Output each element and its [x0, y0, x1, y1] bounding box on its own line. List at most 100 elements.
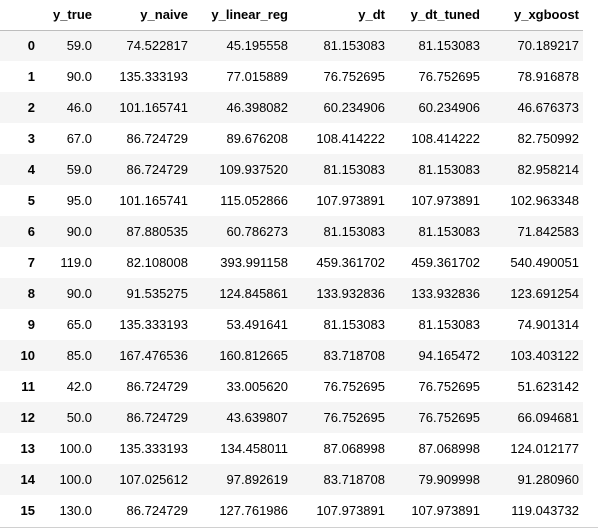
cell-y-dt-tuned: 76.752695: [389, 402, 484, 433]
row-index: 6: [0, 216, 39, 247]
cell-y-dt: 87.068998: [292, 433, 389, 464]
cell-y-naive: 86.724729: [96, 495, 192, 526]
cell-y-xgboost: 91.280960: [484, 464, 583, 495]
cell-y-naive: 135.333193: [96, 309, 192, 340]
cell-y-linear-reg: 89.676208: [192, 123, 292, 154]
cell-y-dt-tuned: 81.153083: [389, 30, 484, 61]
cell-y-xgboost: 78.916878: [484, 61, 583, 92]
cell-y-naive: 135.333193: [96, 61, 192, 92]
cell-y-true: 67.0: [39, 123, 96, 154]
cell-y-linear-reg: 33.005620: [192, 371, 292, 402]
cell-y-dt: 81.153083: [292, 309, 389, 340]
cell-y-dt: 81.153083: [292, 216, 389, 247]
dataframe-table: y_true y_naive y_linear_reg y_dt y_dt_tu…: [0, 0, 583, 526]
cell-y-naive: 74.522817: [96, 30, 192, 61]
cell-y-xgboost: 82.958214: [484, 154, 583, 185]
cell-y-dt: 133.932836: [292, 278, 389, 309]
table-row: 4 59.0 86.724729 109.937520 81.153083 81.1530…: [0, 154, 583, 185]
cell-y-xgboost: 124.012177: [484, 433, 583, 464]
table-row: 14 100.0 107.025612 97.892619 83.718708 79.90…: [0, 464, 583, 495]
cell-y-dt: 108.414222: [292, 123, 389, 154]
table-row: 5 95.0 101.165741 115.052866 107.973891 107.9…: [0, 185, 583, 216]
cell-y-naive: 101.165741: [96, 185, 192, 216]
cell-y-xgboost: 66.094681: [484, 402, 583, 433]
cell-y-true: 100.0: [39, 433, 96, 464]
column-header-y-naive: y_naive: [96, 0, 192, 30]
row-index: 1: [0, 61, 39, 92]
cell-y-dt-tuned: 81.153083: [389, 216, 484, 247]
table-row: 15 130.0 86.724729 127.761986 107.973891 107.…: [0, 495, 583, 526]
cell-y-naive: 107.025612: [96, 464, 192, 495]
cell-y-dt: 459.361702: [292, 247, 389, 278]
cell-y-naive: 86.724729: [96, 154, 192, 185]
cell-y-dt: 107.973891: [292, 495, 389, 526]
cell-y-naive: 87.880535: [96, 216, 192, 247]
header-row: y_true y_naive y_linear_reg y_dt y_dt_tu…: [0, 0, 583, 30]
cell-y-linear-reg: 60.786273: [192, 216, 292, 247]
cell-y-dt: 107.973891: [292, 185, 389, 216]
cell-y-naive: 86.724729: [96, 402, 192, 433]
table-body: 0 59.0 74.522817 45.195558 81.153083 81.15308…: [0, 30, 583, 526]
cell-y-xgboost: 119.043732: [484, 495, 583, 526]
table-row: 6 90.0 87.880535 60.786273 81.153083 81.15308…: [0, 216, 583, 247]
cell-y-true: 65.0: [39, 309, 96, 340]
cell-y-dt-tuned: 76.752695: [389, 371, 484, 402]
cell-y-dt-tuned: 87.068998: [389, 433, 484, 464]
cell-y-xgboost: 70.189217: [484, 30, 583, 61]
row-index: 13: [0, 433, 39, 464]
cell-y-linear-reg: 53.491641: [192, 309, 292, 340]
cell-y-xgboost: 74.901314: [484, 309, 583, 340]
cell-y-dt: 76.752695: [292, 61, 389, 92]
cell-y-dt: 76.752695: [292, 402, 389, 433]
row-index: 14: [0, 464, 39, 495]
table-row: 0 59.0 74.522817 45.195558 81.153083 81.15308…: [0, 30, 583, 61]
cell-y-xgboost: 123.691254: [484, 278, 583, 309]
cell-y-dt-tuned: 79.909998: [389, 464, 484, 495]
cell-y-true: 100.0: [39, 464, 96, 495]
cell-y-linear-reg: 160.812665: [192, 340, 292, 371]
cell-y-dt-tuned: 81.153083: [389, 309, 484, 340]
cell-y-dt: 83.718708: [292, 464, 389, 495]
cell-y-dt-tuned: 107.973891: [389, 495, 484, 526]
cell-y-dt-tuned: 76.752695: [389, 61, 484, 92]
table-row: 2 46.0 101.165741 46.398082 60.234906 60.2349…: [0, 92, 583, 123]
column-header-y-linear-reg: y_linear_reg: [192, 0, 292, 30]
cell-y-xgboost: 540.490051: [484, 247, 583, 278]
table-row: 3 67.0 86.724729 89.676208 108.414222 108.414…: [0, 123, 583, 154]
table-row: 13 100.0 135.333193 134.458011 87.068998 87.0…: [0, 433, 583, 464]
bottom-divider: [0, 527, 598, 528]
cell-y-xgboost: 103.403122: [484, 340, 583, 371]
cell-y-true: 90.0: [39, 216, 96, 247]
table-row: 7 119.0 82.108008 393.991158 459.361702 459.3…: [0, 247, 583, 278]
cell-y-linear-reg: 97.892619: [192, 464, 292, 495]
row-index: 10: [0, 340, 39, 371]
cell-y-naive: 135.333193: [96, 433, 192, 464]
cell-y-true: 90.0: [39, 61, 96, 92]
row-index: 7: [0, 247, 39, 278]
cell-y-xgboost: 51.623142: [484, 371, 583, 402]
cell-y-linear-reg: 43.639807: [192, 402, 292, 433]
cell-y-linear-reg: 134.458011: [192, 433, 292, 464]
cell-y-true: 130.0: [39, 495, 96, 526]
cell-y-dt-tuned: 60.234906: [389, 92, 484, 123]
cell-y-true: 119.0: [39, 247, 96, 278]
table-row: 12 50.0 86.724729 43.639807 76.752695 76.7526…: [0, 402, 583, 433]
table-row: 11 42.0 86.724729 33.005620 76.752695 76.7526…: [0, 371, 583, 402]
table-row: 10 85.0 167.476536 160.812665 83.718708 94.16…: [0, 340, 583, 371]
cell-y-naive: 91.535275: [96, 278, 192, 309]
column-header-y-dt: y_dt: [292, 0, 389, 30]
table-row: 8 90.0 91.535275 124.845861 133.932836 133.93…: [0, 278, 583, 309]
cell-y-linear-reg: 45.195558: [192, 30, 292, 61]
row-index: 4: [0, 154, 39, 185]
cell-y-dt-tuned: 459.361702: [389, 247, 484, 278]
cell-y-dt-tuned: 133.932836: [389, 278, 484, 309]
cell-y-linear-reg: 109.937520: [192, 154, 292, 185]
row-index: 0: [0, 30, 39, 61]
row-index: 12: [0, 402, 39, 433]
cell-y-dt: 60.234906: [292, 92, 389, 123]
cell-y-xgboost: 46.676373: [484, 92, 583, 123]
row-index: 15: [0, 495, 39, 526]
cell-y-true: 46.0: [39, 92, 96, 123]
column-header-y-true: y_true: [39, 0, 96, 30]
